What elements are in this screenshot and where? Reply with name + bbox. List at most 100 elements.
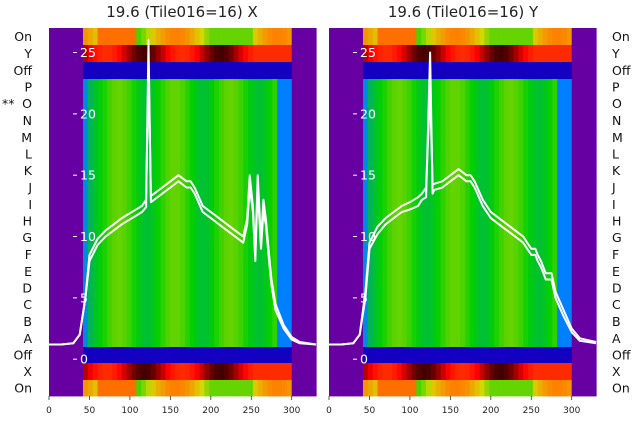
heatmap-cell xyxy=(494,313,500,331)
heatmap-cell xyxy=(311,347,317,364)
heatmap-cell xyxy=(581,196,587,214)
heatmap-cell xyxy=(542,162,549,180)
heatmap-cell xyxy=(141,229,147,247)
heatmap-cell xyxy=(223,146,230,163)
heatmap-cell xyxy=(277,62,283,80)
heatmap-cell xyxy=(267,280,273,297)
heatmap-cell xyxy=(552,62,558,80)
heatmap-cell xyxy=(494,213,500,230)
heatmap-cell xyxy=(150,363,157,381)
heatmap-cell xyxy=(248,79,254,96)
heatmap-cell xyxy=(489,229,495,247)
heatmap-cell xyxy=(78,229,84,247)
heatmap-cell xyxy=(503,112,510,130)
heatmap-cell xyxy=(450,263,456,281)
heatmap-cell xyxy=(58,363,65,381)
heatmap-cell xyxy=(348,79,354,96)
heatmap-cell xyxy=(416,112,422,130)
heatmap-cell xyxy=(348,213,354,230)
heatmap-cell xyxy=(557,363,563,381)
heatmap-cell xyxy=(464,246,471,264)
heatmap-cell xyxy=(68,280,74,297)
heatmap-cell xyxy=(262,330,269,348)
heatmap-cell xyxy=(189,28,196,46)
heatmap-cell xyxy=(377,213,383,230)
heatmap-cell xyxy=(508,112,515,130)
heatmap-cell xyxy=(155,129,162,147)
heatmap-cell xyxy=(494,330,500,348)
heatmap-cell xyxy=(474,28,481,46)
heatmap-cell xyxy=(392,112,398,130)
heatmap-cell xyxy=(97,347,103,364)
heatmap-cell xyxy=(562,263,568,281)
heatmap-cell xyxy=(146,280,152,297)
heatmap-cell xyxy=(508,79,515,96)
heatmap-cell xyxy=(513,112,519,130)
heatmap-cell xyxy=(571,45,578,63)
heatmap-cell xyxy=(121,129,128,147)
heatmap-cell xyxy=(116,330,123,348)
heatmap-cell xyxy=(165,229,171,247)
heatmap-cell xyxy=(426,380,432,397)
heatmap-cell xyxy=(301,95,307,113)
heatmap-cell xyxy=(396,179,403,197)
heatmap-cell xyxy=(126,112,133,130)
heatmap-cell xyxy=(141,112,147,130)
heatmap-cell xyxy=(170,213,176,230)
heatmap-cell xyxy=(296,196,303,214)
heatmap-cell xyxy=(73,95,79,113)
heatmap-cell xyxy=(362,263,369,281)
heatmap-cell xyxy=(170,330,176,348)
heatmap-cell xyxy=(455,129,461,147)
heatmap-cell xyxy=(440,146,447,163)
heatmap-cell xyxy=(209,246,215,264)
heatmap-cell xyxy=(377,246,383,264)
heatmap-cell xyxy=(489,179,495,197)
heatmap-cell xyxy=(282,112,288,130)
heatmap-cell xyxy=(277,246,283,264)
heatmap-cell xyxy=(170,196,176,214)
heatmap-cell xyxy=(532,330,539,348)
heatmap-cell xyxy=(78,95,84,113)
heatmap-cell xyxy=(301,45,307,63)
heatmap-cell xyxy=(53,313,60,331)
heatmap-cell xyxy=(63,129,70,147)
heatmap-cell xyxy=(296,129,303,147)
heatmap-cell xyxy=(243,45,249,63)
heatmap-cell xyxy=(311,263,317,281)
heatmap-cell xyxy=(257,280,264,297)
heatmap-cell xyxy=(112,62,118,80)
heatmap-cell xyxy=(343,296,350,314)
heatmap-cell xyxy=(489,146,495,163)
heatmap-cell xyxy=(121,146,128,163)
heatmap-cell xyxy=(382,45,388,63)
heatmap-cell xyxy=(416,62,422,80)
heatmap-cell xyxy=(282,280,288,297)
heatmap-cell xyxy=(338,179,345,197)
heatmap-cell xyxy=(464,162,471,180)
heatmap-cell xyxy=(479,363,485,381)
heatmap-cell xyxy=(430,229,437,247)
heatmap-cell xyxy=(518,28,524,46)
heatmap-cell xyxy=(102,313,108,331)
heatmap-cell xyxy=(348,330,354,348)
heatmap-cell xyxy=(547,62,553,80)
heatmap-cell xyxy=(562,146,568,163)
heatmap-cell xyxy=(238,112,244,130)
heatmap-cell xyxy=(508,45,515,63)
heatmap-cell xyxy=(189,146,196,163)
heatmap-cell xyxy=(333,330,340,348)
heatmap-cell xyxy=(392,62,398,80)
heatmap-cell xyxy=(571,162,578,180)
heatmap-cell xyxy=(333,313,340,331)
heatmap-cell xyxy=(367,28,374,46)
ytick-label: 15 xyxy=(360,168,376,183)
heatmap-cell xyxy=(165,179,171,197)
heatmap-cell xyxy=(358,213,364,230)
heatmap-cell xyxy=(421,296,427,314)
heatmap-cell xyxy=(87,112,94,130)
heatmap-cell xyxy=(107,263,113,281)
heatmap-cell xyxy=(291,229,298,247)
heatmap-cell xyxy=(542,347,549,364)
heatmap-cell xyxy=(282,263,288,281)
